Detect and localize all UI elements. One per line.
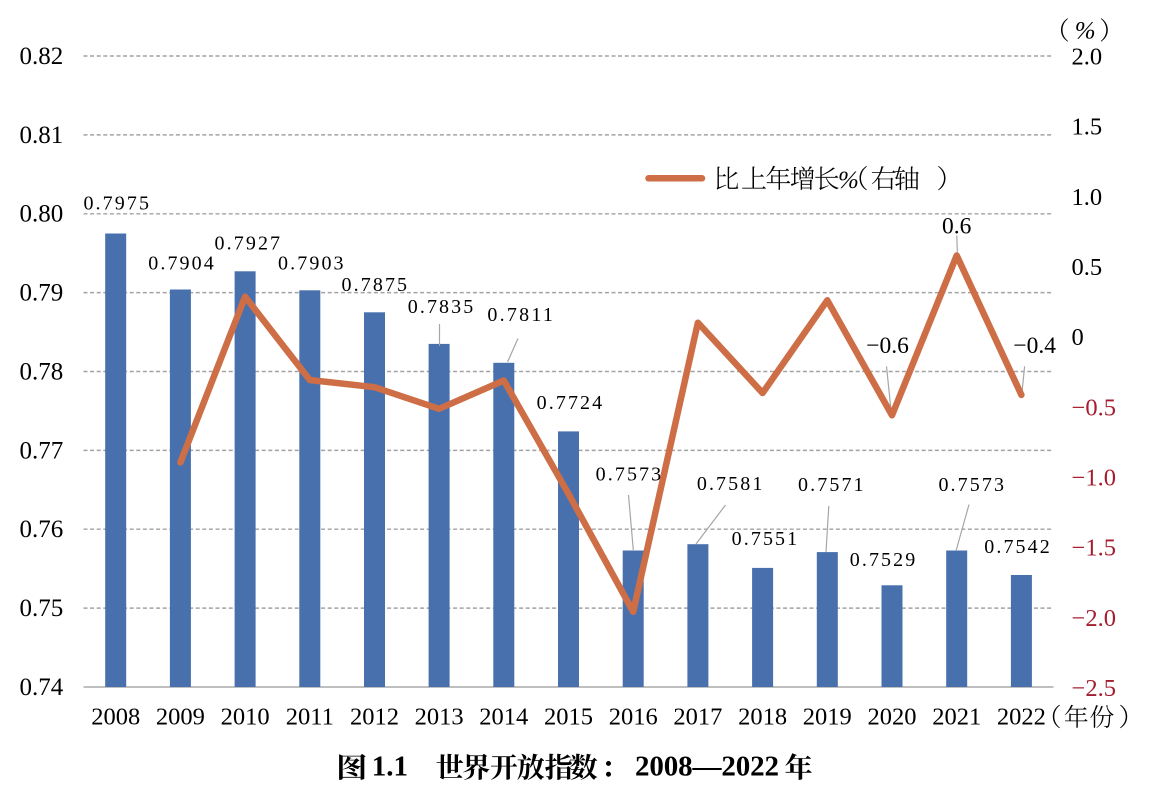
svg-text:0.7811: 0.7811	[487, 304, 553, 326]
svg-text:2010: 2010	[221, 703, 270, 730]
svg-text:0.7875: 0.7875	[342, 274, 408, 296]
svg-text:2016: 2016	[609, 703, 658, 730]
svg-text:2021: 2021	[932, 703, 981, 730]
svg-text:0.7927: 0.7927	[215, 233, 280, 255]
svg-text:2012: 2012	[350, 703, 399, 730]
svg-text:2015: 2015	[544, 703, 593, 730]
svg-text:0.78: 0.78	[20, 358, 64, 385]
svg-text:1.5: 1.5	[1072, 114, 1103, 141]
svg-text:0.7724: 0.7724	[537, 392, 603, 414]
svg-text:2019: 2019	[803, 703, 852, 730]
svg-text:−1.5: −1.5	[1072, 535, 1116, 562]
svg-text:2008: 2008	[91, 703, 140, 730]
svg-text:1.0: 1.0	[1072, 184, 1103, 211]
svg-text:2013: 2013	[415, 703, 464, 730]
svg-text:2008—2022: 2008—2022	[635, 751, 779, 783]
svg-text:0.7529: 0.7529	[850, 549, 916, 571]
svg-text:0.7581: 0.7581	[697, 473, 763, 495]
svg-text:0.7573: 0.7573	[938, 474, 1003, 496]
svg-text:2009: 2009	[156, 703, 205, 730]
svg-text:2017: 2017	[673, 703, 722, 730]
svg-text:0.5: 0.5	[1072, 254, 1103, 281]
svg-text:0.82: 0.82	[20, 43, 64, 70]
svg-text:0.74: 0.74	[20, 674, 64, 701]
svg-text:2011: 2011	[286, 703, 334, 730]
svg-text:0.75: 0.75	[20, 595, 64, 622]
svg-text:0.80: 0.80	[20, 201, 64, 228]
svg-text:0.81: 0.81	[20, 122, 64, 149]
svg-text:−0.4: −0.4	[1013, 333, 1056, 359]
svg-text:0.7835: 0.7835	[408, 296, 474, 318]
svg-text:0.77: 0.77	[20, 437, 64, 464]
svg-text:−0.6: −0.6	[866, 333, 909, 359]
svg-text:0.7903: 0.7903	[278, 252, 344, 274]
svg-text:2014: 2014	[479, 703, 528, 730]
svg-text:1.1: 1.1	[372, 751, 408, 783]
svg-text:2022: 2022	[997, 703, 1046, 730]
svg-text:0: 0	[1072, 324, 1084, 351]
svg-text:0.6: 0.6	[942, 214, 972, 240]
svg-text:0.7551: 0.7551	[732, 528, 798, 550]
svg-text:0.76: 0.76	[20, 516, 64, 543]
svg-text:2018: 2018	[738, 703, 787, 730]
svg-text:−2.5: −2.5	[1072, 675, 1116, 702]
svg-text:%: %	[838, 167, 859, 194]
svg-text:0.7571: 0.7571	[798, 474, 864, 496]
svg-text:0.7975: 0.7975	[83, 193, 149, 215]
svg-text:−0.5: −0.5	[1072, 394, 1116, 421]
svg-text:2.0: 2.0	[1072, 44, 1103, 71]
svg-text:0.7904: 0.7904	[148, 252, 214, 274]
svg-text:%: %	[1075, 18, 1096, 45]
svg-text:2020: 2020	[868, 703, 917, 730]
svg-text:−2.0: −2.0	[1072, 605, 1116, 632]
svg-text:0.79: 0.79	[20, 280, 64, 307]
svg-text:−1.0: −1.0	[1072, 465, 1116, 492]
svg-text:0.7573: 0.7573	[596, 463, 662, 485]
svg-text:0.7542: 0.7542	[984, 536, 1050, 558]
